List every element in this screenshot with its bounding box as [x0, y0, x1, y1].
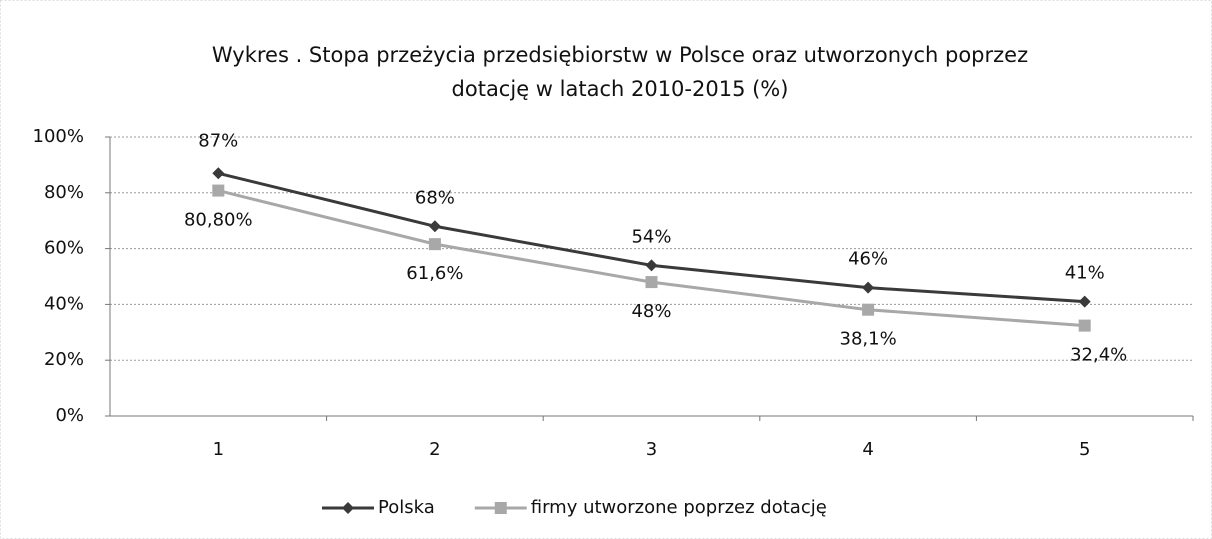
legend-label: firmy utworzone poprzez dotację [531, 497, 827, 518]
marker [428, 238, 441, 251]
y-tick-label: 80% [44, 182, 84, 203]
data-label: 80,80% [184, 210, 253, 231]
data-label: 38,1% [840, 329, 897, 350]
data-label: 87% [198, 130, 238, 151]
x-tick-label: 3 [646, 439, 657, 460]
marker [212, 184, 225, 197]
marker [1078, 319, 1091, 332]
data-label: 68% [415, 187, 455, 208]
marker [645, 276, 658, 289]
marker [862, 281, 875, 294]
chart-title: dotację w latach 2010-2015 (%) [452, 77, 789, 101]
x-tick-label: 1 [213, 439, 224, 460]
y-tick-label: 40% [44, 293, 84, 314]
data-label: 61,6% [406, 263, 463, 284]
x-tick-label: 4 [862, 439, 873, 460]
y-tick-label: 60% [44, 238, 84, 259]
x-tick-label: 2 [429, 439, 440, 460]
marker [1078, 295, 1091, 308]
data-label: 46% [848, 249, 888, 270]
marker [862, 303, 875, 316]
y-tick-label: 100% [33, 126, 84, 147]
legend-label: Polska [378, 497, 435, 518]
x-tick-label: 5 [1079, 439, 1090, 460]
y-tick-label: 20% [44, 349, 84, 370]
chart-title: Wykres . Stopa przeżycia przedsiębiorstw… [212, 43, 1028, 67]
marker [212, 167, 225, 180]
data-label: 48% [631, 301, 671, 322]
marker [428, 220, 441, 233]
marker [342, 502, 354, 514]
data-label: 41% [1065, 263, 1105, 284]
y-tick-label: 0% [55, 405, 84, 426]
data-label: 54% [631, 226, 671, 247]
marker [645, 259, 658, 272]
marker [494, 502, 507, 514]
data-label: 32,4% [1070, 345, 1127, 366]
